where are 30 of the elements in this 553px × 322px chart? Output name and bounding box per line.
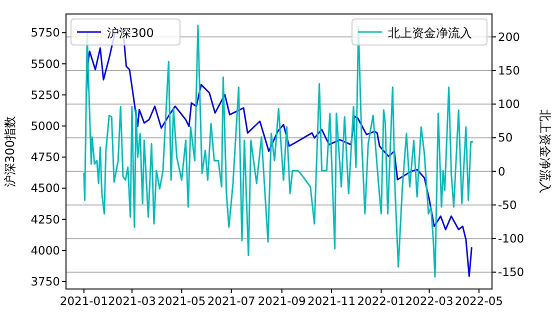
x-tick-label: 2022-01	[357, 294, 406, 308]
y2-tick-label: 0	[498, 164, 506, 178]
y-tick-label: 5250	[30, 88, 60, 102]
y-tick-label: 4750	[30, 150, 60, 164]
y2-tick-label: 200	[498, 30, 520, 44]
x-tick-label: 2021-07	[207, 294, 256, 308]
x-tick-label: 2021-05	[158, 294, 206, 308]
y-tick-label: 4000	[30, 243, 60, 258]
x-tick-label: 2021-11	[308, 294, 356, 308]
x-tick-label: 2021-01	[60, 294, 108, 308]
y2-tick-label: 50	[498, 130, 513, 145]
y-axis-title: 沪深300指数	[3, 116, 17, 187]
legend-label: 北上资金净流入	[388, 26, 472, 40]
y2-tick-label: 100	[498, 97, 520, 112]
x-tick-label: 2021-03	[108, 294, 156, 308]
y-tick-label: 5000	[30, 118, 60, 133]
y2-tick-label: 150	[498, 63, 520, 78]
y2-tick-label: -100	[498, 232, 524, 246]
y-tick-label: 4250	[30, 212, 60, 226]
y-tick-label: 3750	[30, 274, 60, 289]
y2-axis-title: 北上资金净流入	[538, 110, 552, 194]
y2-tick-label: -50	[498, 198, 517, 212]
x-tick-label: 2022-03	[405, 294, 454, 308]
legend-label: 沪深300	[107, 26, 154, 40]
x-tick-label: 2021-09	[258, 294, 306, 308]
y-tick-label: 4500	[30, 181, 60, 196]
y2-tick-label: -150	[498, 265, 524, 280]
x-tick-label: 2022-05	[454, 294, 503, 308]
y-tick-label: 5750	[30, 26, 60, 40]
y-tick-label: 5500	[30, 56, 60, 71]
